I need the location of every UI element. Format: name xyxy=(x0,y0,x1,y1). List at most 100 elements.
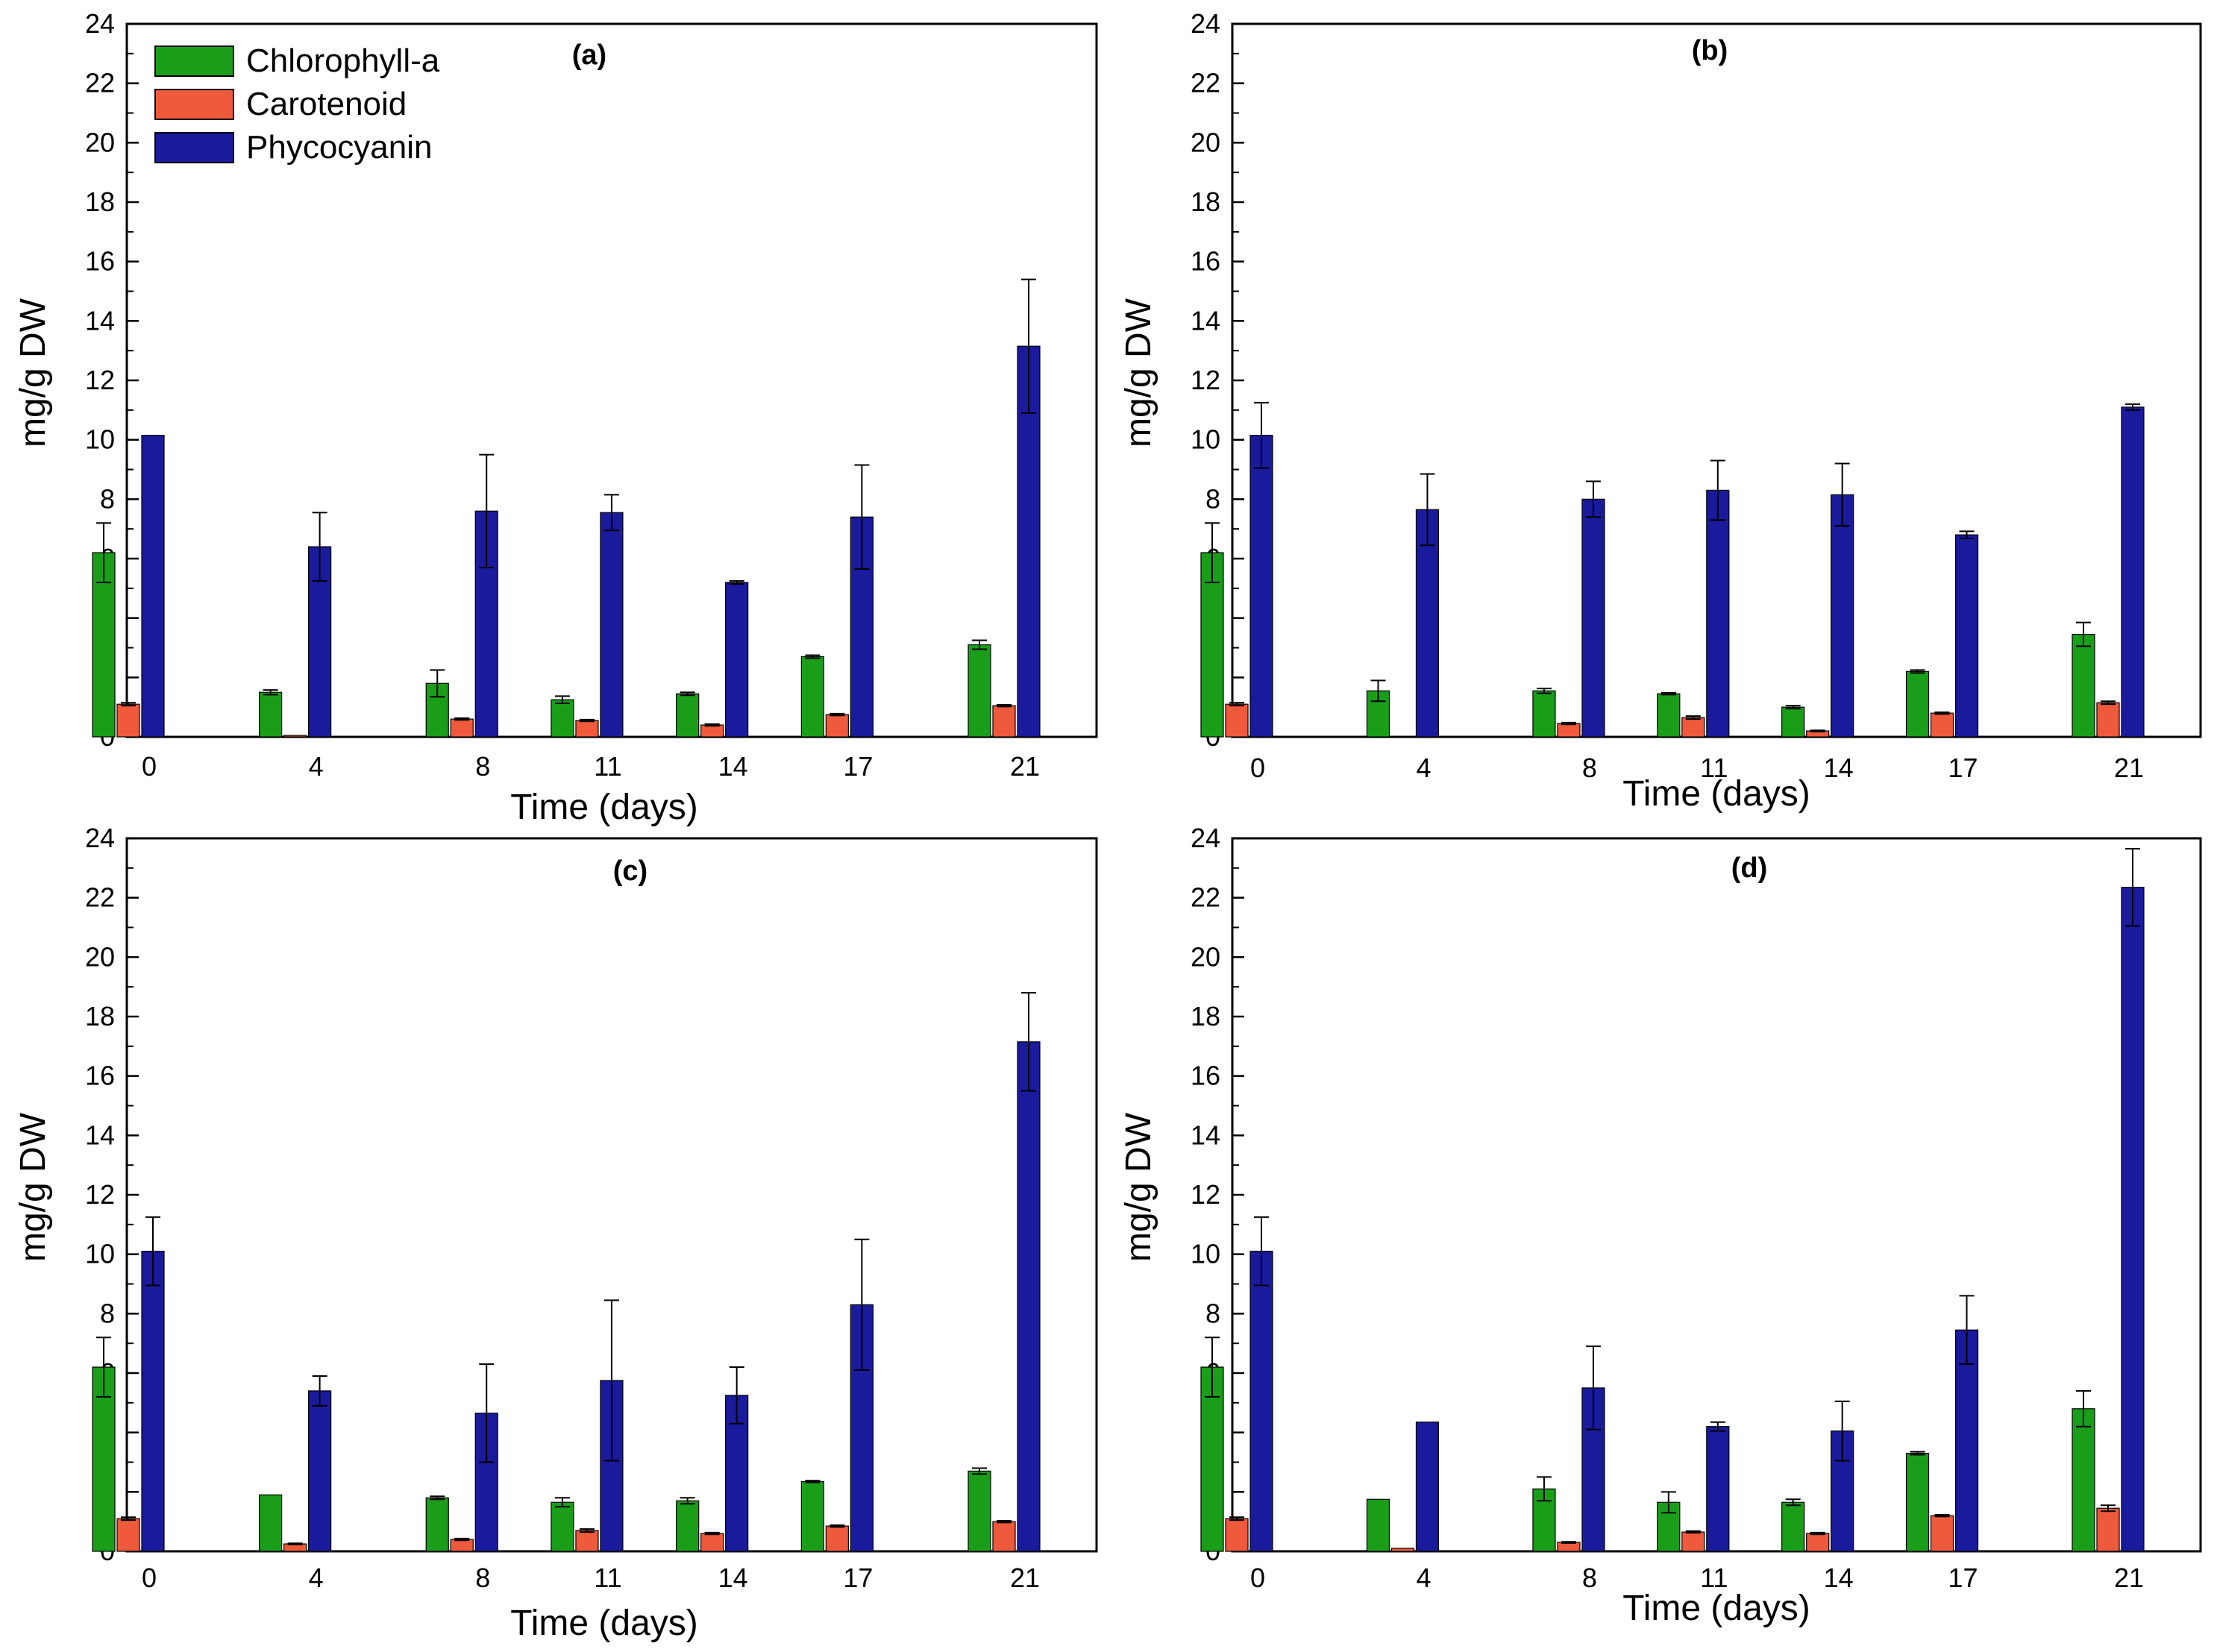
x-tick-label: 14 xyxy=(1824,1563,1854,1593)
bar-chlorophyll-a xyxy=(92,552,116,738)
bar-chlorophyll-a xyxy=(1657,693,1681,738)
y-tick-label: 10 xyxy=(1191,424,1220,455)
legend-swatch xyxy=(154,132,234,163)
x-tick-label: 14 xyxy=(718,1563,748,1593)
bar-chlorophyll-a xyxy=(800,1480,824,1552)
panel-label: (b) xyxy=(1692,35,1728,66)
panel-label: (c) xyxy=(613,855,647,887)
y-tick-label: 16 xyxy=(1191,1061,1220,1091)
bar-phycocyanin xyxy=(1017,1041,1041,1552)
x-axis-title: Time (days) xyxy=(1622,774,1810,814)
y-tick-label: 20 xyxy=(85,127,115,157)
bar-phycocyanin xyxy=(1415,509,1440,738)
x-tick-label: 0 xyxy=(1250,1563,1265,1593)
bar-chlorophyll-a xyxy=(1200,1366,1224,1552)
bar-chlorophyll-a xyxy=(1532,690,1556,738)
bar-phycocyanin xyxy=(1249,435,1273,738)
bar-phycocyanin xyxy=(1706,1426,1730,1552)
y-tick-label: 10 xyxy=(85,1239,115,1269)
x-tick-label: 8 xyxy=(475,751,490,782)
x-tick-label: 0 xyxy=(142,1563,157,1593)
y-tick-label: 18 xyxy=(85,186,115,217)
bar-phycocyanin xyxy=(725,582,749,738)
bar-carotenoid xyxy=(2096,702,2120,738)
bar-phycocyanin xyxy=(141,435,165,738)
y-tick-label: 12 xyxy=(1191,1179,1220,1210)
bar-phycocyanin xyxy=(600,512,624,738)
x-tick-label: 4 xyxy=(1416,1563,1431,1593)
bar-chlorophyll-a xyxy=(1905,1452,1930,1552)
y-tick-label: 24 xyxy=(85,823,115,853)
bar-phycocyanin xyxy=(2121,887,2145,1552)
bar-chlorophyll-a xyxy=(1781,706,1805,738)
bar-carotenoid xyxy=(450,718,474,738)
bar-phycocyanin xyxy=(1581,498,1605,738)
bar-carotenoid xyxy=(992,1521,1016,1552)
bar-chlorophyll-a xyxy=(259,691,283,738)
bar-carotenoid xyxy=(116,1518,140,1552)
bar-carotenoid xyxy=(1390,736,1415,738)
y-tick-label: 22 xyxy=(85,882,115,913)
y-tick-label: 22 xyxy=(1191,882,1220,913)
bar-carotenoid xyxy=(992,705,1016,738)
bar-carotenoid xyxy=(1806,1533,1830,1552)
legend: Chlorophyll-a Carotenoid Phycocyanin xyxy=(154,43,440,166)
bar-chlorophyll-a xyxy=(259,1494,283,1552)
x-tick-label: 0 xyxy=(1250,753,1265,783)
x-tick-label: 11 xyxy=(594,1563,621,1593)
bar-phycocyanin xyxy=(1415,1422,1440,1552)
legend-label: Chlorophyll-a xyxy=(246,43,440,79)
y-tick-label: 14 xyxy=(1191,305,1220,336)
bar-carotenoid xyxy=(116,703,140,738)
bar-carotenoid xyxy=(1930,1515,1954,1552)
y-tick-label: 12 xyxy=(1191,365,1220,395)
x-tick-label: 17 xyxy=(1948,1563,1978,1593)
x-tick-label: 4 xyxy=(1416,753,1431,783)
y-tick-label: 8 xyxy=(1205,1298,1220,1328)
y-tick-label: 14 xyxy=(1191,1119,1220,1150)
y-tick-label: 24 xyxy=(1191,823,1220,853)
bar-carotenoid xyxy=(1390,1548,1415,1552)
y-axis-title: mg/g DW xyxy=(1119,298,1158,447)
x-tick-label: 4 xyxy=(309,1563,324,1593)
y-tick-label: 18 xyxy=(1191,1001,1220,1031)
y-tick-label: 22 xyxy=(85,68,115,98)
x-tick-label: 14 xyxy=(718,751,748,782)
bar-chlorophyll-a xyxy=(551,1501,574,1552)
y-tick-label: 10 xyxy=(85,424,115,455)
bar-phycocyanin xyxy=(1831,494,1854,738)
bar-carotenoid xyxy=(700,1533,724,1552)
x-tick-label: 11 xyxy=(1700,753,1728,783)
panel-label: (d) xyxy=(1731,852,1768,884)
x-axis-title: Time (days) xyxy=(510,1604,698,1643)
bar-carotenoid xyxy=(575,1530,599,1552)
y-tick-label: 14 xyxy=(85,1119,115,1150)
y-axis-title: mg/g DW xyxy=(13,298,53,447)
y-axis-title: mg/g DW xyxy=(13,1112,53,1262)
y-axis-title: mg/g DW xyxy=(1119,1112,1158,1262)
x-tick-label: 8 xyxy=(475,1563,490,1593)
y-tick-label: 8 xyxy=(100,1298,115,1328)
x-tick-label: 8 xyxy=(1582,1563,1597,1593)
legend-label: Phycocyanin xyxy=(246,129,432,166)
x-tick-label: 17 xyxy=(843,1563,873,1593)
bar-carotenoid xyxy=(450,1539,474,1552)
bar-chlorophyll-a xyxy=(676,1500,700,1552)
x-tick-label: 21 xyxy=(2114,753,2144,783)
x-tick-label: 11 xyxy=(1700,1563,1728,1593)
bar-chlorophyll-a xyxy=(676,693,700,738)
legend-swatch xyxy=(154,45,234,77)
bar-carotenoid xyxy=(1225,1518,1249,1552)
x-axis-title: Time (days) xyxy=(510,788,698,827)
y-tick-label: 20 xyxy=(1191,941,1220,972)
bar-carotenoid xyxy=(575,720,599,738)
x-tick-label: 4 xyxy=(309,751,324,782)
panel-label: (a) xyxy=(572,40,606,71)
bar-carotenoid xyxy=(825,1525,849,1552)
